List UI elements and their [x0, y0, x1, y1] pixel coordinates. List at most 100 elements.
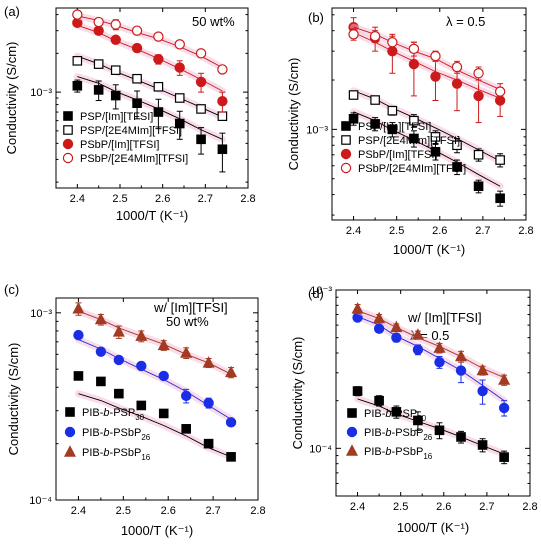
data-point [174, 93, 185, 103]
x-tick-label: 2.8 [518, 225, 533, 237]
annotation: 50 wt% [166, 314, 209, 329]
x-tick-label: 2.7 [479, 501, 494, 513]
data-point [387, 37, 398, 48]
data-point [451, 61, 463, 73]
x-tick-label: 2.5 [389, 225, 404, 237]
data-point [195, 48, 207, 59]
data-point [495, 193, 505, 204]
data-point [93, 59, 104, 69]
legend: PSP/[Im][TFSI] PSP/[2E4MIm][TFSI] PSbP/[Im… [62, 111, 188, 165]
annotation: 50 wt% [192, 14, 235, 29]
data-point [96, 376, 106, 387]
legend-label: PSP/[Im][TFSI] [358, 121, 431, 133]
panel-letter: (b) [308, 10, 324, 25]
data-point [181, 424, 191, 434]
series-0 [348, 108, 505, 207]
legend-label: PIB-b-PSbP26 [364, 427, 433, 442]
y-axis-label: Conductivity (S/cm) [6, 343, 21, 456]
y-axis-label: Conductivity (S/cm) [4, 42, 19, 155]
x-tick-label: 2.5 [112, 193, 127, 205]
data-point [348, 114, 359, 124]
x-tick-label: 2.4 [350, 501, 365, 513]
data-point [387, 124, 398, 135]
data-point [110, 90, 121, 101]
panel-a: (a) 2.4 2.5 2.6 2.7 2.8 10⁻³ 1000/T (K⁻¹) Conduc… [4, 4, 256, 223]
data-point [454, 349, 468, 362]
series-3 [348, 23, 506, 102]
data-point [196, 134, 206, 145]
series-0 [72, 73, 228, 173]
data-point [114, 388, 124, 399]
y-tick-label: 10⁻⁴ [29, 495, 52, 507]
panel-letter: (a) [4, 4, 20, 19]
data-point [494, 86, 506, 97]
legend-label: PSP/[2E4MIm][TFSI] [358, 135, 460, 147]
data-point [217, 95, 228, 107]
legend-label: PSP/[Im][TFSI] [80, 111, 153, 123]
data-point [387, 105, 398, 116]
data-point [413, 415, 423, 426]
legend-label: PSP/[2E4MIm][TFSI] [80, 125, 182, 137]
data-point [153, 107, 164, 117]
data-point [374, 395, 384, 406]
data-point [430, 146, 441, 157]
x-tick-label: 2.7 [475, 225, 490, 237]
legend-label: PSbP/[Im][TFSI] [358, 149, 437, 161]
data-point [93, 25, 104, 36]
data-point [498, 402, 510, 414]
y-tick-label: 10⁻³ [310, 285, 332, 297]
legend-marker [341, 121, 351, 131]
data-point [451, 78, 463, 89]
data-point [351, 302, 364, 314]
data-point [217, 64, 228, 75]
legend-marker [63, 125, 73, 135]
legend-label: PIB-b-PSP30 [82, 407, 145, 422]
panel-c: (c) 2.4 2.5 2.6 2.7 2.8 10⁻³ 10⁻⁴ 1000/T (K⁻¹) Co… [4, 282, 266, 538]
data-point [153, 81, 164, 92]
data-point [348, 29, 359, 40]
legend-marker [65, 407, 75, 417]
data-point [93, 85, 104, 95]
x-axis-label: 1000/T (K⁻¹) [121, 523, 193, 538]
legend: PIB-b-PSP30 PIB-b-PSbP26 PIB-b-PSbP16 [345, 408, 433, 461]
data-point [373, 323, 385, 334]
data-point [370, 95, 380, 105]
data-point [455, 365, 467, 376]
series-1 [73, 329, 237, 428]
plot-frame [331, 7, 527, 221]
x-tick-label: 2.4 [346, 225, 361, 237]
data-point [157, 338, 170, 351]
legend: PIB-b-PSP30 PIB-b-PSbP26 PIB-b-PSbP16 [63, 407, 151, 462]
panel-b: (b) 2.4 2.5 2.6 2.7 2.8 10⁻³ 1000/T (K⁻¹) Conduc… [286, 7, 534, 257]
x-tick-label: 2.4 [71, 505, 86, 517]
x-tick-label: 2.8 [522, 501, 537, 513]
data-point [369, 31, 381, 42]
data-point [180, 346, 193, 358]
data-point [430, 132, 441, 142]
series-2 [72, 302, 238, 379]
panel-letter: (c) [4, 282, 19, 297]
x-tick-label: 2.7 [198, 193, 213, 205]
x-tick-label: 2.6 [161, 505, 176, 517]
data-point [158, 370, 169, 382]
legend-marker [63, 111, 73, 121]
series-1 [348, 87, 505, 168]
data-point [131, 42, 143, 54]
data-point [452, 162, 462, 172]
x-tick-label: 2.5 [393, 501, 408, 513]
plot-frame [335, 289, 531, 497]
y-tick-label: 10⁻³ [30, 87, 52, 99]
legend-marker [340, 148, 352, 160]
data-point [476, 363, 489, 376]
data-point [110, 34, 121, 45]
legend-label: PIB-b-PSP30 [364, 408, 427, 423]
data-point [408, 58, 420, 70]
data-point [203, 438, 214, 449]
y-axis-label: Conductivity (S/cm) [286, 58, 301, 171]
legend-label: PIB-b-PSbP16 [82, 447, 151, 462]
data-point [153, 31, 164, 42]
data-point [136, 400, 147, 411]
data-point [352, 386, 363, 396]
data-point [153, 54, 164, 65]
